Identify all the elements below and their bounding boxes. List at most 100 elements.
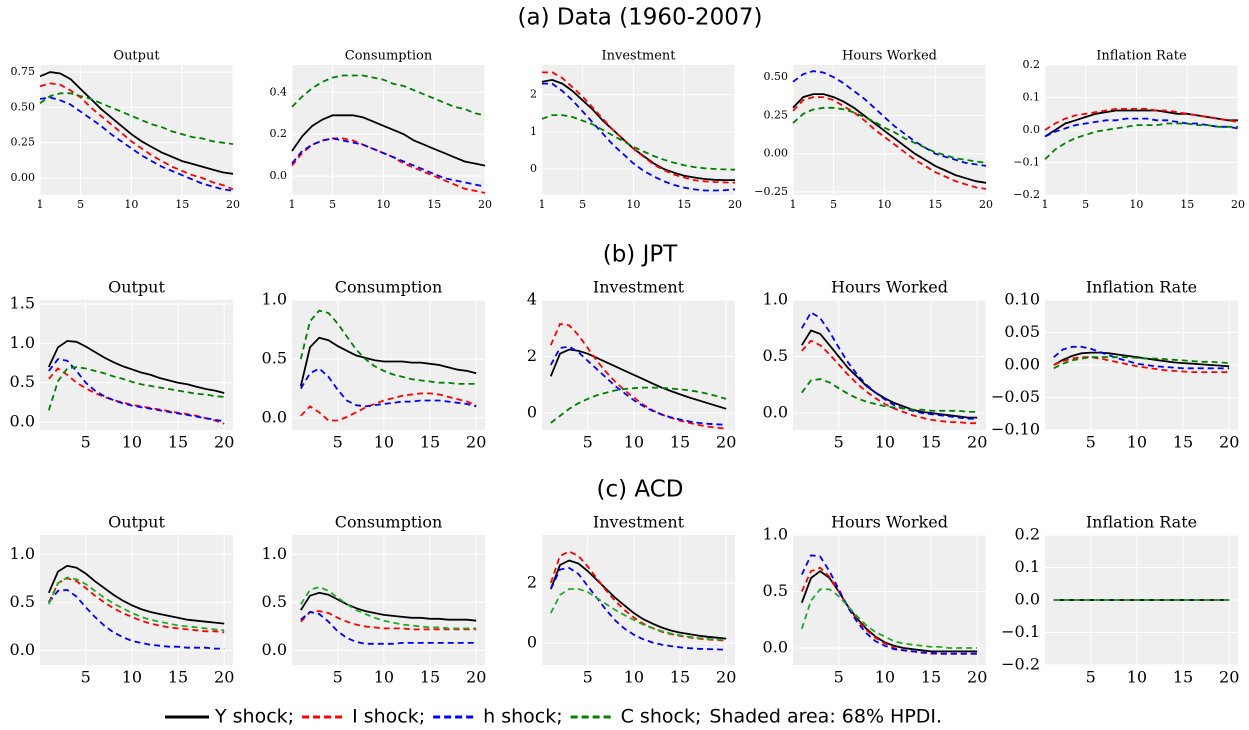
series-line — [800, 554, 978, 655]
x-tick-label: 5 — [583, 433, 593, 452]
series-line — [300, 367, 477, 408]
y-tick-label: 0.5 — [10, 592, 35, 611]
y-tick-label: 0.0 — [10, 640, 35, 659]
x-tick-label: 15 — [1180, 198, 1194, 211]
y-tick-label: 0.0 — [763, 403, 788, 422]
panel-title: Output — [108, 278, 165, 297]
series-line — [801, 311, 978, 420]
x-tick-label: 20 — [1231, 198, 1245, 211]
series-line — [1044, 108, 1239, 131]
y-tick-label: 0.5 — [262, 349, 287, 368]
y-tick-label: 0.0 — [270, 169, 288, 182]
x-tick-label: 20 — [478, 198, 492, 211]
panel-title: Consumption — [345, 49, 433, 64]
plot-background — [40, 535, 233, 665]
series-line — [39, 96, 234, 192]
x-tick-label: 10 — [1129, 198, 1143, 211]
x-tick-label: 5 — [834, 433, 844, 452]
x-tick-label: 15 — [1173, 668, 1193, 687]
series-line — [291, 114, 486, 167]
series-line — [47, 340, 225, 394]
y-tick-label: 0.0 — [10, 412, 35, 431]
series-line — [1053, 356, 1230, 370]
x-tick-label: 20 — [967, 668, 987, 687]
series-line — [549, 348, 727, 410]
x-tick-label: 10 — [122, 433, 142, 452]
x-tick-label: 20 — [466, 433, 486, 452]
legend-label: h shock; — [483, 706, 563, 728]
series-line — [541, 78, 735, 181]
y-tick-label: 0.5 — [10, 372, 35, 391]
x-tick-label: 15 — [175, 198, 189, 211]
y-tick-label: 1.0 — [763, 525, 788, 544]
row-title: (c) ACD — [596, 477, 683, 503]
y-tick-label: 0 — [527, 633, 537, 652]
row-title: (a) Data (1960-2007) — [518, 5, 763, 31]
x-tick-label: 20 — [1219, 433, 1239, 452]
y-tick-label: 1 — [530, 125, 537, 138]
x-tick-label: 20 — [1219, 668, 1239, 687]
x-tick-label: 20 — [214, 433, 234, 452]
y-tick-label: 1.0 — [262, 290, 287, 309]
series-line — [1053, 356, 1230, 373]
row-title: (b) JPT — [603, 242, 679, 268]
x-tick-label: 10 — [624, 668, 644, 687]
y-tick-label: 0.00 — [11, 171, 36, 184]
series-line — [550, 345, 727, 426]
x-tick-label: 5 — [830, 198, 837, 211]
x-tick-label: 5 — [77, 198, 84, 211]
y-tick-label: 0.10 — [1004, 290, 1040, 309]
x-tick-label: 10 — [122, 668, 142, 687]
x-tick-label: 20 — [466, 668, 486, 687]
y-tick-label: 1.0 — [262, 544, 287, 563]
x-tick-label: 10 — [374, 433, 394, 452]
x-tick-label: 15 — [921, 433, 941, 452]
x-tick-label: 5 — [1082, 198, 1089, 211]
panel-title: Investment — [593, 278, 685, 297]
x-tick-label: 15 — [677, 198, 691, 211]
legend-label: I shock; — [352, 706, 425, 728]
series-line — [542, 71, 736, 184]
y-tick-label: 0.05 — [1004, 322, 1040, 341]
x-tick-label: 5 — [834, 668, 844, 687]
y-tick-label: 1.0 — [10, 333, 35, 352]
panel-title: Investment — [593, 513, 685, 532]
y-tick-label: 0.2 — [1023, 58, 1041, 71]
series-line — [541, 114, 736, 171]
y-tick-label: 0.0 — [262, 408, 287, 427]
x-tick-label: 1 — [539, 198, 546, 211]
x-tick-label: 15 — [168, 668, 188, 687]
y-tick-label: −0.25 — [754, 185, 788, 198]
x-tick-label: 1 — [790, 198, 797, 211]
panel-title: Investment — [601, 49, 676, 64]
x-tick-label: 20 — [214, 668, 234, 687]
y-tick-label: 0.0 — [763, 638, 788, 657]
y-tick-label: −0.10 — [991, 420, 1040, 439]
x-tick-label: 20 — [967, 433, 987, 452]
series-line — [47, 576, 225, 632]
series-line — [1044, 117, 1239, 138]
y-tick-label: 0.5 — [262, 592, 287, 611]
y-tick-label: 1.0 — [10, 544, 35, 563]
series-line — [801, 329, 978, 419]
x-tick-label: 10 — [626, 198, 640, 211]
y-tick-label: 2 — [527, 573, 537, 592]
y-tick-label: −0.2 — [1013, 188, 1040, 201]
y-tick-label: 0 — [527, 403, 537, 422]
x-tick-label: 10 — [124, 198, 138, 211]
panel-title: Inflation Rate — [1086, 513, 1197, 532]
x-tick-label: 15 — [921, 668, 941, 687]
y-tick-label: −0.1 — [1013, 156, 1040, 169]
y-tick-label: 0.50 — [764, 70, 789, 83]
x-tick-label: 10 — [1127, 433, 1147, 452]
y-tick-label: 2 — [527, 346, 537, 365]
x-tick-label: 1 — [289, 198, 296, 211]
series-line — [801, 378, 978, 413]
series-line — [800, 570, 978, 653]
panel-title: Inflation Rate — [1096, 49, 1187, 64]
panel-title: Hours Worked — [842, 49, 937, 64]
series-line — [792, 106, 987, 164]
series-line — [48, 367, 225, 425]
y-tick-label: 0.25 — [764, 108, 789, 121]
series-line — [800, 588, 978, 649]
